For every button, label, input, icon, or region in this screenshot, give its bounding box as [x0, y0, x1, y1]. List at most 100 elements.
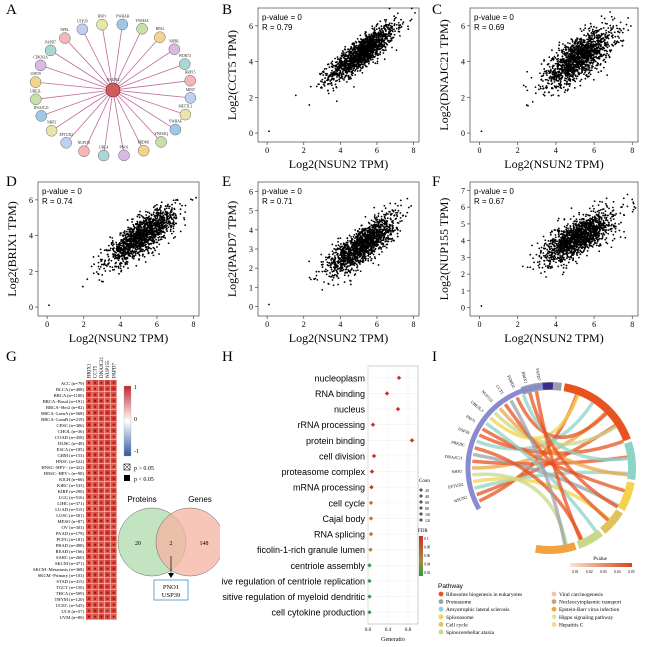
scatter-point	[131, 255, 134, 258]
scatter-point	[558, 44, 560, 46]
scatter-point	[143, 255, 146, 258]
scatter-point	[309, 85, 312, 88]
scatter-point	[153, 247, 156, 250]
scatter-point	[393, 19, 396, 22]
scatter-point	[146, 211, 149, 214]
network-center-node	[105, 82, 121, 98]
scatter-point	[345, 51, 348, 54]
scatter-point	[555, 77, 558, 80]
network-node-label: YWHAE	[169, 120, 183, 124]
scatter-point	[138, 235, 141, 238]
scatter-point	[343, 64, 346, 66]
scatter-point	[326, 89, 329, 92]
scatter-point	[124, 256, 127, 259]
scatter-point	[380, 41, 383, 44]
scatter-point	[561, 43, 564, 45]
scatter-point	[140, 249, 142, 251]
scatter-point	[599, 47, 601, 50]
scatter-point	[343, 76, 346, 79]
scatter-point	[374, 43, 377, 46]
scatter-point	[363, 56, 366, 59]
scatter-point	[584, 63, 587, 66]
scatter-point	[566, 46, 569, 48]
scatter-point	[148, 215, 151, 218]
scatter-point	[386, 38, 389, 40]
scatter-point	[394, 209, 397, 212]
scatter-point	[554, 71, 557, 73]
scatter-point	[175, 199, 177, 202]
scatter-point	[576, 48, 579, 50]
scatter-point	[379, 223, 382, 226]
scatter-point	[582, 55, 585, 58]
y-axis-label: Log2(DNAJC21 TPM)	[437, 19, 451, 130]
scatter-point	[104, 259, 107, 262]
scatter-point	[115, 243, 118, 246]
scatter-point	[399, 220, 402, 223]
scatter-point	[568, 68, 571, 71]
scatter-point	[588, 67, 591, 69]
scatter-point	[130, 241, 133, 244]
scatter-point	[366, 35, 369, 38]
scatter-point	[384, 46, 387, 49]
scatter-point	[575, 77, 578, 80]
scatter-point	[584, 52, 587, 55]
scatter-point	[158, 219, 161, 221]
scatter-point	[586, 76, 589, 78]
scatter-point	[321, 288, 324, 291]
scatter-point	[377, 31, 380, 34]
scatter-point	[157, 211, 160, 214]
network-node	[137, 144, 150, 157]
scatter-point	[557, 47, 560, 50]
scatter-point	[90, 265, 93, 268]
scatter-point	[103, 267, 105, 270]
scatter-point	[97, 265, 100, 268]
scatter-point	[386, 217, 389, 220]
scatter-point	[149, 242, 152, 245]
scatter-point	[593, 33, 595, 36]
scatter-point	[162, 230, 165, 233]
scatter-point	[132, 223, 135, 226]
scatter-point	[571, 53, 573, 56]
scatter-point	[581, 63, 584, 66]
scatter-point	[354, 63, 356, 66]
scatter-point	[613, 31, 616, 34]
scatter-point	[114, 255, 117, 258]
scatter-point	[171, 203, 173, 206]
scatter-point	[126, 244, 129, 247]
scatter-point	[568, 67, 571, 69]
scatter-point	[342, 51, 345, 54]
scatter-point	[147, 239, 149, 242]
scatter-point	[361, 50, 364, 53]
scatter-point	[579, 38, 582, 40]
scatter-point	[348, 76, 350, 79]
scatter-point	[391, 22, 393, 25]
scatter-point	[331, 84, 333, 87]
scatter-point	[119, 263, 121, 266]
scatter-point	[598, 34, 601, 37]
scatter-point	[589, 40, 592, 43]
scatter-point	[565, 48, 568, 51]
scatter-point	[179, 230, 182, 233]
scatter-point	[614, 35, 617, 38]
scatter-point	[123, 232, 126, 234]
scatter-point	[112, 248, 115, 251]
scatter-point	[600, 15, 603, 18]
scatter-point	[375, 48, 378, 51]
scatter-point	[559, 64, 562, 67]
x-tick-label: 8	[630, 146, 634, 155]
scatter-point	[368, 49, 370, 51]
scatter-point	[195, 196, 197, 199]
scatter-point	[351, 42, 354, 45]
scatter-point	[151, 251, 154, 254]
scatter-point	[173, 207, 176, 210]
x-tick-label: 0	[265, 146, 269, 155]
scatter-point	[539, 87, 542, 90]
scatter-point	[377, 41, 380, 44]
scatter-point	[543, 68, 546, 70]
network-edge	[112, 24, 123, 91]
scatter-point	[561, 66, 563, 69]
scatter-point	[166, 215, 169, 218]
scatter-point	[163, 218, 166, 221]
scatter-point	[559, 67, 562, 70]
